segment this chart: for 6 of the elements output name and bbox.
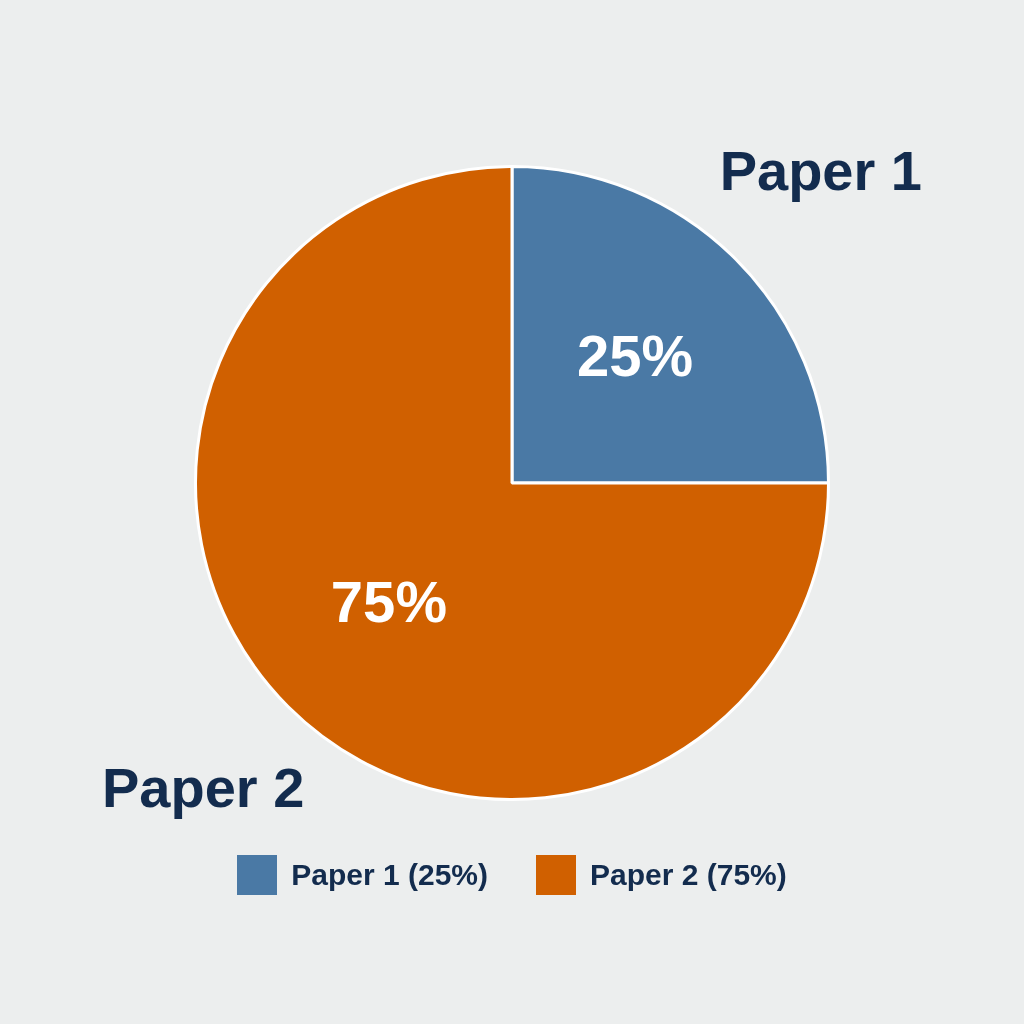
text: Paper 1 (25%) [291,858,488,892]
slice-label: Paper 2 [101,756,305,820]
data-label: 75% [330,569,447,635]
text: Paper 2 (75%) [590,858,787,892]
slice-label: Paper 1 [719,138,923,202]
data-label: 25% [577,322,694,388]
